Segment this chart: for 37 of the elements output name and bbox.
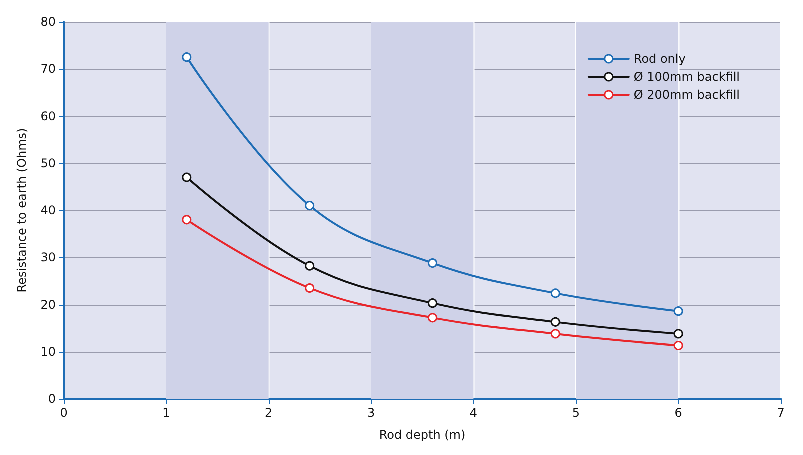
point <box>674 329 684 339</box>
point <box>305 261 315 271</box>
point <box>182 215 192 225</box>
point <box>305 201 315 211</box>
point <box>674 341 684 350</box>
point <box>305 284 315 294</box>
y-tick-label: 80 <box>40 15 56 29</box>
point <box>428 298 438 308</box>
x-tick-label: 2 <box>265 406 273 420</box>
y-tick-label: 60 <box>40 109 56 124</box>
x-tick-label: 7 <box>777 406 785 420</box>
y-tick-label: 40 <box>40 204 56 218</box>
y-tick-label: 10 <box>40 344 56 359</box>
point <box>550 288 560 298</box>
point <box>182 172 192 182</box>
point <box>428 258 438 268</box>
point <box>550 317 560 327</box>
x-tick-label: 3 <box>367 406 376 420</box>
point <box>182 52 192 62</box>
point <box>674 306 684 316</box>
y-tick-label: 20 <box>40 298 56 312</box>
point <box>550 329 560 339</box>
legend-label: Ø 100mm backfill <box>634 70 740 84</box>
x-tick-label: 6 <box>674 406 682 420</box>
legend-label: Ø 200mm backfill <box>634 88 740 102</box>
y-axis-title: Resistance to earth (Ohms) <box>15 128 29 293</box>
y-tick-label: 50 <box>40 156 56 170</box>
x-axis-title: Rod depth (m) <box>379 428 466 442</box>
y-tick-label: 30 <box>40 250 56 265</box>
x-tick-label: 1 <box>162 406 170 420</box>
y-tick-label: 70 <box>40 62 56 76</box>
x-tick-label: 0 <box>60 406 68 420</box>
y-tick-label: 0 <box>48 392 56 406</box>
point <box>428 313 438 323</box>
legend-label: Rod only <box>634 52 686 66</box>
x-tick-label: 5 <box>572 406 580 420</box>
x-tick-label: 4 <box>470 406 478 420</box>
